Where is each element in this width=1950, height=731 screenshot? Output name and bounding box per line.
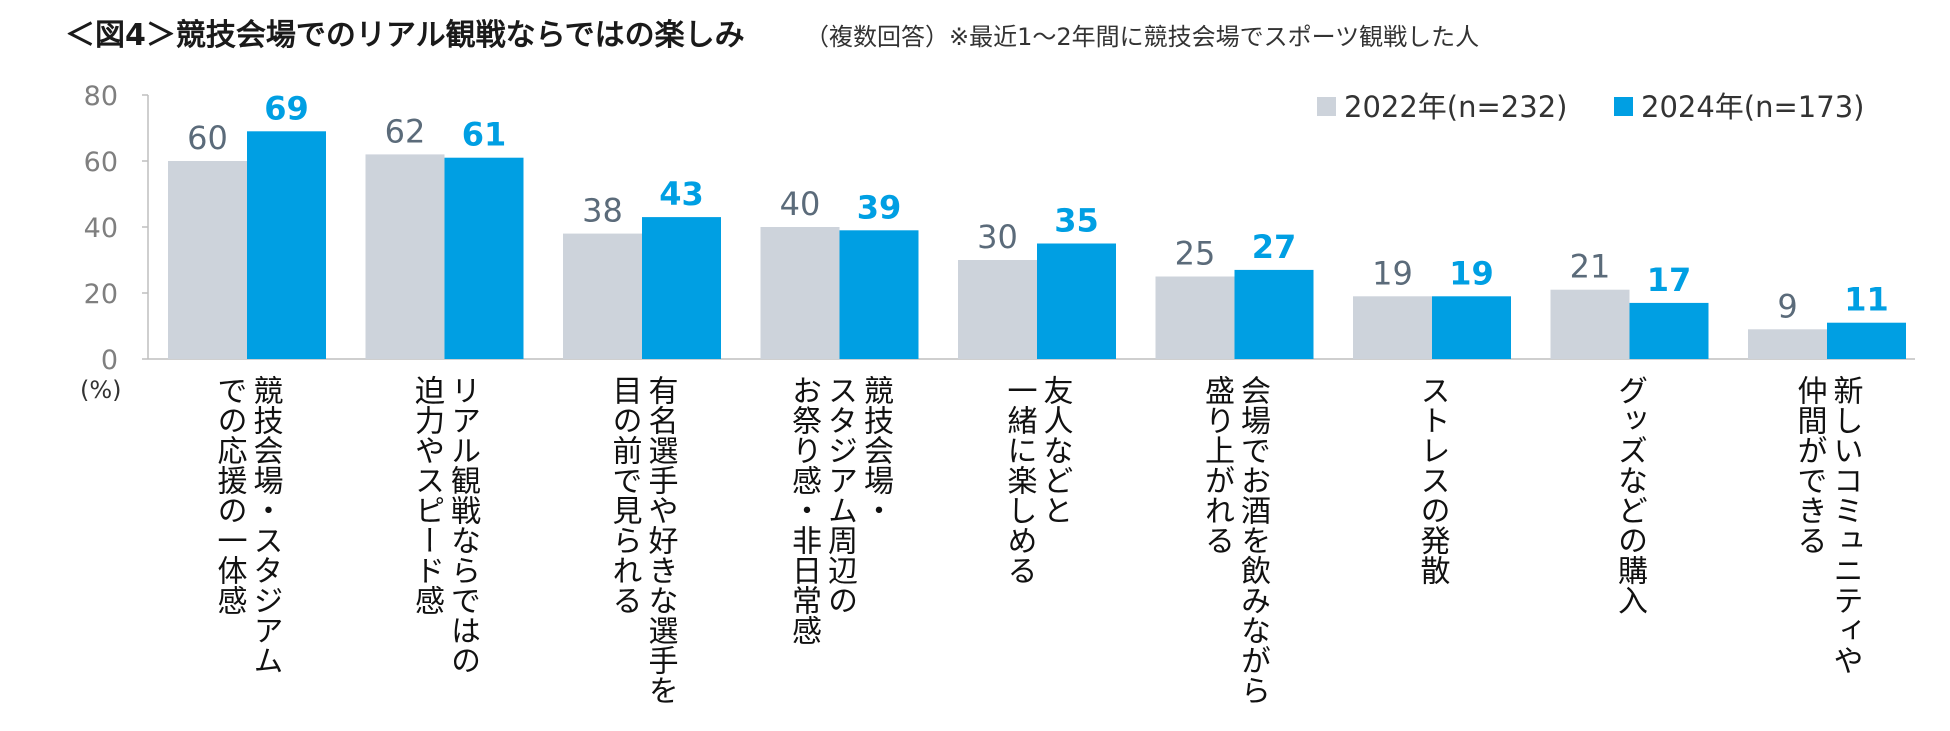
value-label-2024-4: 39 [857, 188, 902, 226]
bar-2022-3 [563, 233, 642, 359]
bar-2024-8 [1629, 302, 1709, 359]
bar-2022-8 [1550, 289, 1630, 359]
category-label-line: 有名選手や好きな選手を [643, 375, 679, 705]
category-label-line: 盛り上がれる [1199, 375, 1234, 555]
value-label-2022-8: 21 [1570, 248, 1611, 286]
bar-2024-3 [642, 217, 721, 359]
value-label-2024-9: 11 [1844, 281, 1889, 319]
y-tick-label: 60 [84, 147, 118, 178]
chart-title: ＜図4＞競技会場でのリアル観戦ならではの楽しみ [65, 18, 745, 53]
bar-2022-6 [1155, 276, 1235, 359]
value-label-2024-2: 61 [462, 116, 507, 154]
bar-2022-1 [168, 161, 247, 359]
legend-item-2024[interactable]: 2024年(n=173) [1614, 90, 1864, 124]
legend-label: 2022年(n=232) [1344, 90, 1567, 124]
category-label-line: 競技会場・スタジアム [248, 375, 283, 675]
value-label-2022-4: 40 [780, 185, 821, 223]
category-label-7: ストレスの発散 [1415, 375, 1451, 585]
legend-swatch [1614, 97, 1633, 116]
category-label-line: リアル観戦ならではの [445, 375, 481, 675]
category-label-line: 迫力やスピード感 [409, 375, 445, 615]
value-labels: 60 62 38 40 30 25 19 21 9 69 61 43 39 35 27 19 17 11 [187, 89, 1889, 325]
value-label-2022-2: 62 [385, 112, 426, 150]
value-label-2024-6: 27 [1252, 228, 1297, 266]
category-label-line: ストレスの発散 [1415, 375, 1451, 585]
legend[interactable]: 2022年(n=232) 2024年(n=173) [1317, 90, 1864, 124]
category-label-line: グッズなどの購入 [1612, 375, 1648, 615]
y-tick-label: 80 [84, 81, 118, 112]
category-label-line: 会場でお酒を飲みながら [1235, 375, 1271, 705]
value-label-2024-1: 69 [264, 89, 309, 127]
value-label-2024-7: 19 [1449, 254, 1494, 292]
bar-2024-6 [1234, 269, 1314, 359]
value-label-2022-3: 38 [582, 192, 623, 230]
bar-2024-2 [444, 157, 524, 359]
legend-label: 2024年(n=173) [1641, 90, 1864, 124]
value-label-2024-3: 43 [659, 175, 704, 213]
category-label-line: 一緒に楽しめる [1002, 375, 1037, 585]
value-label-2022-6: 25 [1175, 235, 1216, 273]
category-label-line: 新しいコミュニティや [1828, 375, 1863, 675]
bar-2024-9 [1827, 322, 1906, 359]
bar-2022-7 [1353, 296, 1432, 359]
bar-2022-2 [365, 154, 445, 359]
category-label-line: での応援の一体感 [212, 375, 248, 615]
legend-item-2022[interactable]: 2022年(n=232) [1317, 90, 1567, 124]
bar-2022-5 [958, 260, 1037, 359]
bar-2024-1 [247, 131, 326, 359]
y-unit-label: (%) [80, 376, 122, 404]
category-label-line: 仲間ができる [1792, 375, 1828, 555]
y-tick-label: 0 [101, 345, 118, 376]
y-tick-label: 20 [84, 279, 118, 310]
bar-2024-4 [839, 230, 919, 359]
value-label-2022-5: 30 [977, 218, 1018, 256]
category-label-line: スタジアム周辺の [822, 375, 858, 615]
legend-swatch [1317, 97, 1336, 116]
category-label-line: お祭り感・非日常感 [786, 375, 822, 645]
value-label-2022-1: 60 [187, 119, 228, 157]
value-label-2024-5: 35 [1054, 202, 1099, 240]
bars [168, 131, 1906, 359]
chart-subtitle: （複数回答）※最近1～2年間に競技会場でスポーツ観戦した人 [805, 23, 1479, 51]
bar-2022-4 [760, 227, 840, 359]
bar-2022-9 [1748, 329, 1827, 359]
bar-2024-5 [1037, 243, 1116, 359]
y-tick-label: 40 [84, 213, 118, 244]
value-label-2022-7: 19 [1372, 254, 1413, 292]
category-label-line: 競技会場・ [858, 375, 893, 525]
value-label-2024-8: 17 [1647, 261, 1692, 299]
category-label-8: グッズなどの購入 [1612, 375, 1648, 615]
category-label-line: 目の前で見られる [607, 375, 642, 615]
category-label-line: 友人などと [1038, 375, 1073, 525]
value-label-2022-9: 9 [1777, 287, 1797, 325]
bar-2024-7 [1432, 296, 1511, 359]
